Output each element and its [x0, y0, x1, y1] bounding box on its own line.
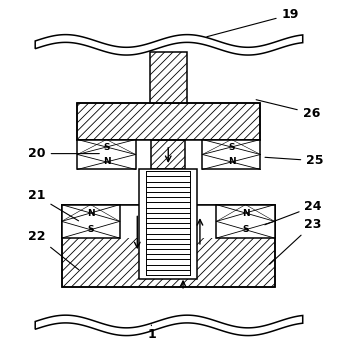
- Bar: [62, 204, 275, 238]
- Text: S: S: [228, 143, 235, 152]
- Text: N: N: [242, 208, 249, 217]
- Text: 23: 23: [270, 217, 322, 264]
- Text: S: S: [242, 225, 249, 234]
- Bar: [150, 51, 187, 103]
- Bar: [77, 140, 136, 170]
- Polygon shape: [35, 35, 303, 55]
- Text: 25: 25: [265, 154, 324, 167]
- Polygon shape: [35, 315, 303, 336]
- Text: 22: 22: [28, 230, 79, 270]
- Text: S: S: [87, 225, 94, 234]
- Text: N: N: [87, 208, 94, 217]
- Bar: [62, 204, 275, 287]
- Text: 19: 19: [207, 8, 299, 37]
- Bar: [202, 140, 260, 170]
- Bar: [77, 103, 260, 140]
- Bar: [151, 140, 185, 170]
- Bar: [139, 170, 197, 279]
- Text: 20: 20: [28, 147, 99, 160]
- Text: 1: 1: [148, 325, 157, 341]
- Bar: [77, 103, 260, 140]
- Bar: [77, 140, 260, 170]
- Text: 26: 26: [256, 100, 320, 120]
- Bar: [62, 204, 275, 287]
- Text: 24: 24: [265, 200, 322, 225]
- Text: N: N: [228, 157, 235, 166]
- Bar: [216, 204, 275, 238]
- Bar: [62, 204, 120, 238]
- Text: S: S: [103, 143, 110, 152]
- Text: 21: 21: [28, 189, 78, 221]
- Text: N: N: [103, 157, 110, 166]
